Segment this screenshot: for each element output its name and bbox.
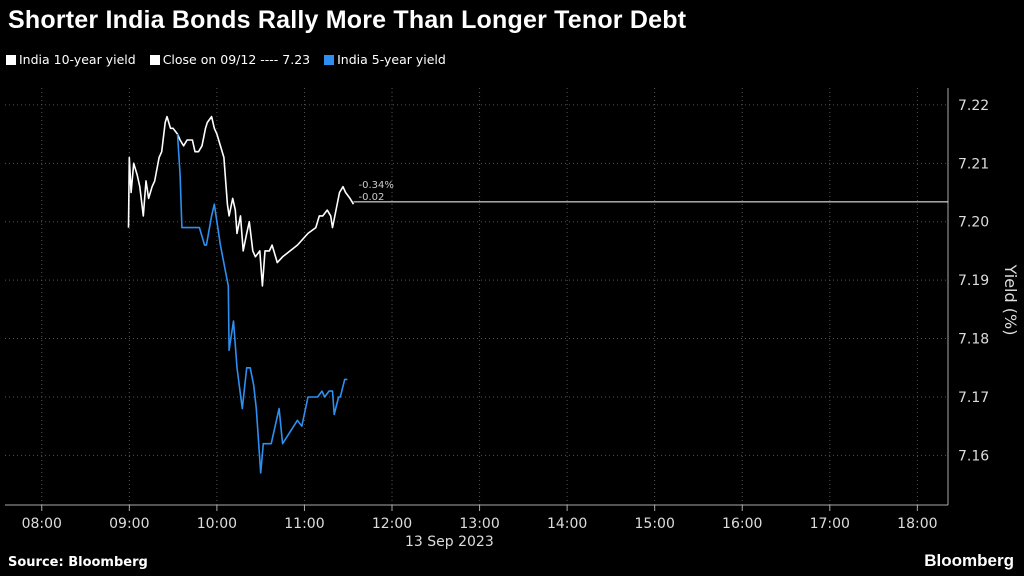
- y-tick-label: 7.21: [958, 156, 989, 172]
- series-line-india-10-year-yield: [127, 115, 355, 287]
- y-tick-label: 7.19: [958, 273, 989, 289]
- bloomberg-logo: Bloomberg: [924, 551, 1014, 570]
- y-axis-label: Yield (%): [1001, 264, 1020, 336]
- x-tick-label: 14:00: [547, 516, 587, 532]
- x-tick-label: 12:00: [372, 516, 412, 532]
- legend-swatch: [149, 54, 160, 65]
- legend-swatch: [6, 54, 16, 65]
- x-tick-label: 18:00: [897, 516, 937, 532]
- legend-label: Close on 09/12 ---- 7.23: [162, 52, 311, 67]
- x-tick-label: 11:00: [284, 516, 324, 532]
- x-axis-label: 13 Sep 2023: [405, 534, 494, 550]
- chart-title: Shorter India Bonds Rally More Than Long…: [8, 6, 687, 34]
- y-tick-label: 7.16: [958, 448, 989, 464]
- x-tick-label: 08:00: [22, 516, 62, 532]
- legend-item-close: Close on 09/12 ---- 7.23: [149, 52, 311, 67]
- y-tick-label: 7.22: [958, 98, 989, 114]
- x-tick-label: 10:00: [197, 516, 237, 532]
- legend-item-10y: India 10-year yield: [6, 52, 136, 67]
- legend-item-5y: India 5-year yield: [324, 52, 446, 67]
- x-tick-label: 17:00: [810, 516, 850, 532]
- x-tick-label: 16:00: [722, 516, 762, 532]
- y-tick-label: 7.17: [958, 390, 989, 406]
- annotation-pct: -0.34%: [358, 180, 393, 191]
- legend: India 10-year yield Close on 09/12 ---- …: [6, 52, 446, 67]
- annotation-change: -0.02: [358, 192, 384, 203]
- legend-label: India 10-year yield: [19, 52, 136, 67]
- legend-swatch: [324, 54, 335, 65]
- y-tick-label: 7.18: [958, 332, 989, 348]
- series-line-india-5-year-yield: [176, 134, 348, 474]
- x-tick-label: 13:00: [459, 516, 499, 532]
- legend-label: India 5-year yield: [337, 52, 446, 67]
- y-tick-label: 7.20: [958, 215, 989, 231]
- x-tick-label: 09:00: [109, 516, 149, 532]
- x-tick-label: 15:00: [635, 516, 675, 532]
- source-note: Source: Bloomberg: [8, 555, 148, 570]
